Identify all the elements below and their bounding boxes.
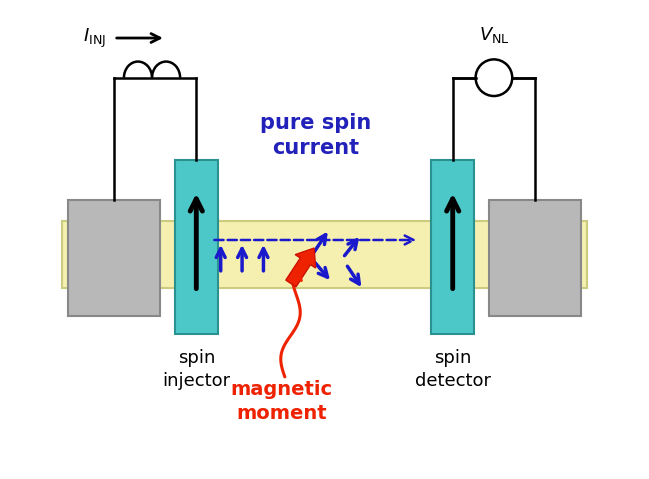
Text: spin
injector: spin injector (162, 349, 230, 389)
Text: magnetic
moment: magnetic moment (230, 380, 333, 422)
Bar (175, 160, 217, 334)
FancyArrow shape (286, 248, 315, 287)
Bar (62, 221, 587, 288)
Text: spin
detector: spin detector (415, 349, 491, 389)
Bar (432, 160, 474, 334)
Bar (68, 200, 160, 316)
Text: $I_{\rm INJ}$: $I_{\rm INJ}$ (83, 26, 106, 50)
Circle shape (476, 59, 512, 96)
Text: $V_{\rm NL}$: $V_{\rm NL}$ (478, 25, 509, 45)
Bar (489, 200, 581, 316)
Text: pure spin
current: pure spin current (260, 114, 371, 158)
